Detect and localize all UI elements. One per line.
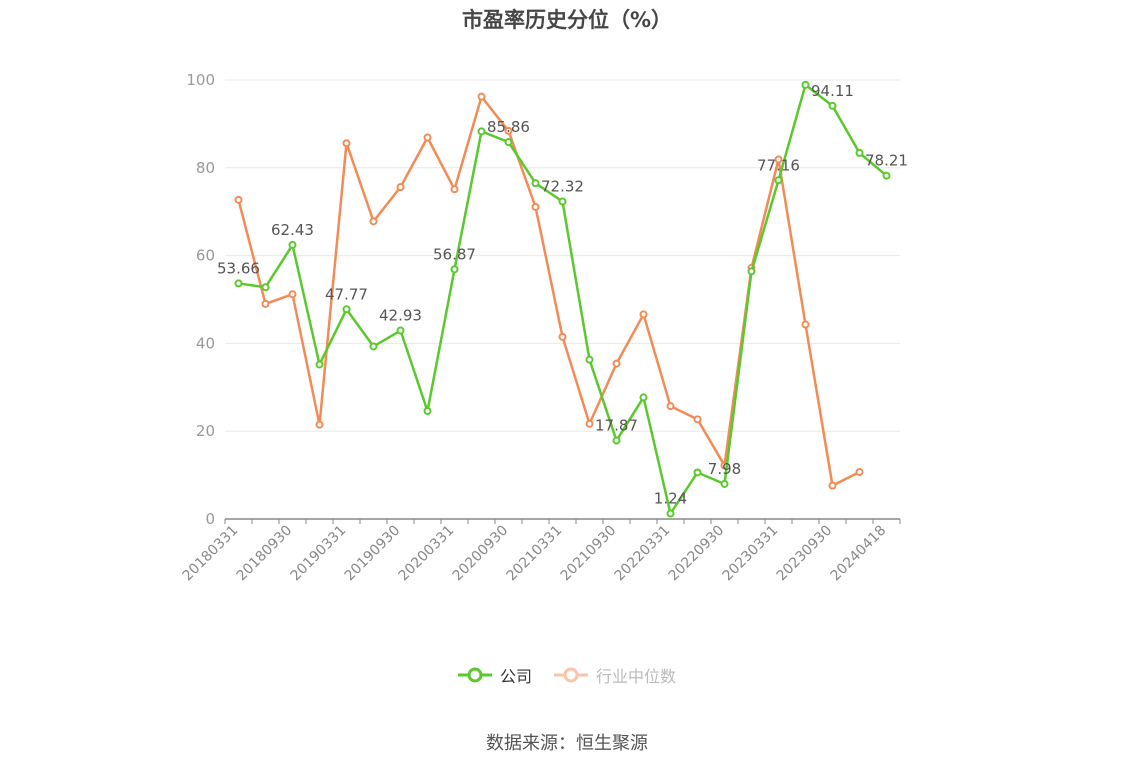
y-tick-label: 0 xyxy=(205,510,215,528)
data-label: 94.11 xyxy=(811,82,854,100)
data-point-company xyxy=(234,279,243,288)
data-point-company xyxy=(315,360,324,369)
data-point-industry xyxy=(396,183,405,192)
data-point-industry xyxy=(477,92,486,101)
data-point-company xyxy=(342,305,351,314)
x-tick-label: 20230331 xyxy=(720,523,782,585)
data-point-company xyxy=(774,176,783,185)
data-point-company xyxy=(693,468,702,477)
x-tick-label: 20190331 xyxy=(288,523,350,585)
x-tick-label: 20190930 xyxy=(342,523,404,585)
data-point-industry xyxy=(693,415,702,424)
data-point-company xyxy=(450,265,459,274)
x-tick-label: 20180331 xyxy=(180,523,242,585)
data-point-company xyxy=(423,407,432,416)
y-tick-label: 40 xyxy=(196,334,215,352)
x-tick-label: 20220930 xyxy=(666,523,728,585)
data-label: 47.77 xyxy=(325,285,368,303)
legend-industry-icon xyxy=(554,667,588,683)
data-label: 53.66 xyxy=(217,259,260,277)
data-point-company xyxy=(261,283,270,292)
data-point-industry xyxy=(612,359,621,368)
data-point-industry xyxy=(639,310,648,319)
gridlines xyxy=(225,79,900,432)
legend: 公司 行业中位数 xyxy=(0,663,1134,687)
data-point-industry xyxy=(504,126,513,135)
data-point-industry xyxy=(234,195,243,204)
data-point-company xyxy=(639,393,648,402)
data-point-industry xyxy=(828,481,837,490)
data-point-company xyxy=(504,138,513,147)
data-point-industry xyxy=(558,332,567,341)
data-point-company xyxy=(855,148,864,157)
legend-item-industry[interactable]: 行业中位数 xyxy=(554,663,676,687)
data-point-company xyxy=(720,479,729,488)
data-point-industry xyxy=(801,320,810,329)
data-label: 7.98 xyxy=(708,460,741,478)
series xyxy=(234,80,891,518)
data-point-industry xyxy=(666,402,675,411)
data-label: 42.93 xyxy=(379,307,422,325)
data-point-company xyxy=(882,171,891,180)
data-point-industry xyxy=(450,185,459,194)
x-tick-label: 20230930 xyxy=(774,523,836,585)
data-point-industry xyxy=(288,290,297,299)
data-source: 数据来源：恒生聚源 xyxy=(486,733,648,754)
y-tick-label: 20 xyxy=(196,422,215,440)
chart-title: 市盈率历史分位（%） xyxy=(461,8,673,32)
data-point-industry xyxy=(585,419,594,428)
legend-label-industry: 行业中位数 xyxy=(596,667,677,686)
data-label: 72.32 xyxy=(541,178,584,196)
data-point-company xyxy=(396,326,405,335)
x-tick-label: 20210331 xyxy=(504,523,566,585)
x-tick-label: 20200930 xyxy=(450,523,512,585)
data-point-company xyxy=(558,197,567,206)
data-label: 85.86 xyxy=(487,118,530,136)
data-label: 77.16 xyxy=(757,156,800,174)
data-point-company xyxy=(288,240,297,249)
data-point-company xyxy=(531,179,540,188)
data-labels: 53.66 62.43 47.77 42.93 56.87 85.86 72.32 17.87… xyxy=(217,82,908,508)
data-point-industry xyxy=(855,468,864,477)
data-label: 78.21 xyxy=(865,152,908,170)
data-point-company xyxy=(747,267,756,276)
data-point-company xyxy=(585,355,594,364)
y-tick-label: 60 xyxy=(196,247,215,265)
data-point-company xyxy=(828,101,837,110)
data-point-industry xyxy=(531,202,540,211)
series-line-industry xyxy=(237,95,861,487)
y-axis: 0 20 40 60 80 100 xyxy=(186,71,215,528)
legend-item-company[interactable]: 公司 xyxy=(457,663,532,687)
data-point-industry xyxy=(369,217,378,226)
legend-company-icon xyxy=(457,667,492,683)
data-point-industry xyxy=(261,299,270,308)
y-tick-label: 80 xyxy=(196,159,215,177)
data-label: 56.87 xyxy=(433,245,476,263)
data-label: 62.43 xyxy=(271,221,314,239)
data-point-company xyxy=(369,342,378,351)
data-label: 17.87 xyxy=(595,417,638,435)
x-tick-label: 20220331 xyxy=(612,523,674,585)
data-point-company xyxy=(801,80,810,89)
x-tick-label: 20240418 xyxy=(828,523,890,585)
x-axis: 2018033120180930201903312019093020200331… xyxy=(180,518,901,585)
data-point-company xyxy=(612,436,621,445)
data-point-industry xyxy=(342,139,351,148)
data-label: 1.24 xyxy=(654,490,687,508)
y-tick-label: 100 xyxy=(186,71,215,89)
data-point-industry xyxy=(774,155,783,164)
x-tick-label: 20210930 xyxy=(558,523,620,585)
data-point-company xyxy=(666,509,675,518)
legend-label-company: 公司 xyxy=(499,667,532,686)
data-point-industry xyxy=(315,420,324,429)
x-tick-label: 20180930 xyxy=(234,523,296,585)
data-point-industry xyxy=(423,133,432,142)
data-point-company xyxy=(477,127,486,136)
x-tick-label: 20200331 xyxy=(396,523,458,585)
